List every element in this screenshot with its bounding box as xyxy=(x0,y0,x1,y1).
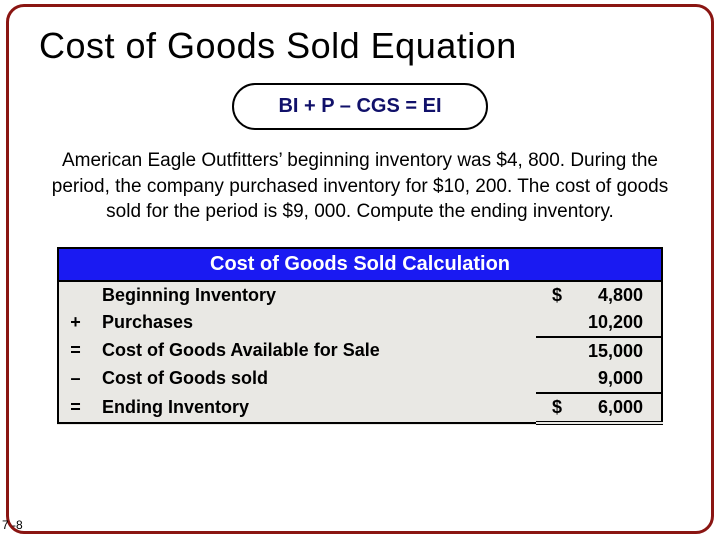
calc-op: + xyxy=(58,309,92,337)
calc-label: Cost of Goods sold xyxy=(92,365,536,393)
problem-text: American Eagle Outfitters’ beginning inv… xyxy=(47,148,673,225)
calc-value: 10,200 xyxy=(572,309,662,337)
calc-label: Cost of Goods Available for Sale xyxy=(92,337,536,365)
calc-currency xyxy=(536,309,572,337)
calc-op xyxy=(58,281,92,309)
calc-label: Beginning Inventory xyxy=(92,281,536,309)
calc-table-wrap: Cost of Goods Sold Calculation Beginning… xyxy=(57,247,663,425)
calc-label: Ending Inventory xyxy=(92,393,536,423)
slide-frame: Cost of Goods Sold Equation BI + P – CGS… xyxy=(6,4,714,534)
page-number: 7 -8 xyxy=(2,518,23,532)
calc-table-header-row: Cost of Goods Sold Calculation xyxy=(58,248,662,281)
calc-row: =Cost of Goods Available for Sale 15,000 xyxy=(58,337,662,365)
calc-op: – xyxy=(58,365,92,393)
calc-currency xyxy=(536,337,572,365)
calc-currency: $ xyxy=(536,393,572,423)
calc-value: 15,000 xyxy=(572,337,662,365)
calc-currency: $ xyxy=(536,281,572,309)
calc-row: Beginning Inventory$4,800 xyxy=(58,281,662,309)
calc-label: Purchases xyxy=(92,309,536,337)
calc-table: Cost of Goods Sold Calculation Beginning… xyxy=(57,247,663,425)
calc-currency xyxy=(536,365,572,393)
calc-value: 6,000 xyxy=(572,393,662,423)
formula-pill: BI + P – CGS = EI xyxy=(232,83,487,130)
calc-op: = xyxy=(58,337,92,365)
calc-row: =Ending Inventory$6,000 xyxy=(58,393,662,423)
calc-table-heading: Cost of Goods Sold Calculation xyxy=(58,248,662,281)
calc-value: 4,800 xyxy=(572,281,662,309)
slide-title: Cost of Goods Sold Equation xyxy=(39,25,681,67)
calc-row: –Cost of Goods sold 9,000 xyxy=(58,365,662,393)
calc-op: = xyxy=(58,393,92,423)
formula-container: BI + P – CGS = EI xyxy=(39,83,681,130)
calc-value: 9,000 xyxy=(572,365,662,393)
calc-row: +Purchases 10,200 xyxy=(58,309,662,337)
